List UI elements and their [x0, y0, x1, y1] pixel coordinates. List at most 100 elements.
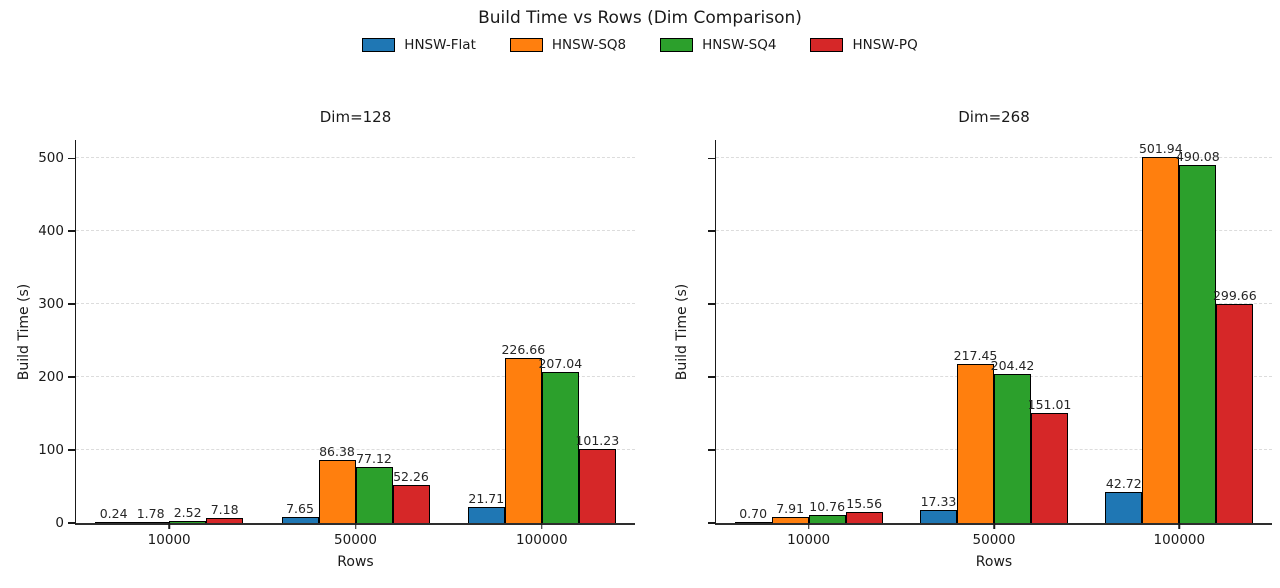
bar-value-label: 299.66: [1212, 288, 1257, 304]
bar: [1216, 304, 1254, 523]
bar-value-label: 7.91: [776, 501, 805, 517]
bar: [1031, 412, 1068, 523]
bar-value-label: 0.70: [739, 506, 768, 521]
ytick-mark: [68, 522, 76, 524]
figure-title: Build Time vs Rows (Dim Comparison): [478, 8, 802, 28]
bar-wrapper: 10.76: [808, 140, 846, 523]
bar-value-label: 10.76: [809, 499, 846, 515]
ytick-mark: [708, 522, 716, 524]
bar: [281, 517, 319, 523]
ytick-mark: [68, 157, 76, 159]
bar-value-label: 21.71: [468, 491, 505, 507]
legend-entry: HNSW-SQ8: [509, 37, 626, 53]
bar-wrapper: 299.66: [1213, 140, 1257, 523]
ytick-mark: [708, 449, 716, 451]
x-axis-label: Rows: [975, 554, 1013, 570]
ytick-label: 400: [38, 223, 64, 240]
bar-value-label: 52.26: [393, 468, 429, 484]
bar-group: 17.33 217.45 204.42 151.01: [920, 140, 1071, 523]
ytick-mark: [708, 230, 716, 232]
gridline: [716, 230, 1272, 232]
bar-value-label: 7.18: [210, 501, 239, 517]
xtick-mark: [541, 523, 543, 529]
legend-label: HNSW-PQ: [852, 37, 918, 53]
bar: [845, 511, 883, 523]
xtick-mark: [807, 523, 810, 529]
legend-swatch: [810, 38, 844, 52]
bar-group: 0.70 7.91 10.76 15.56: [734, 140, 883, 523]
ytick-label: 200: [38, 369, 64, 386]
bar-wrapper: 0.24: [95, 140, 133, 523]
xtick-mark: [993, 523, 995, 529]
bar-wrapper: 21.71: [467, 140, 505, 523]
bar-value-label: 1.78: [136, 505, 165, 521]
bar-wrapper: 52.26: [392, 140, 430, 523]
bar: [504, 357, 542, 523]
legend-label: HNSW-Flat: [404, 37, 476, 53]
legend-swatch: [660, 38, 694, 52]
bar: [392, 484, 430, 523]
y-axis-label: Build Time (s): [16, 283, 32, 380]
gridline: [716, 303, 1272, 305]
bar-value-label: 226.66: [501, 341, 546, 357]
bar-wrapper: 15.56: [845, 140, 883, 523]
x-axis-label: Rows: [337, 554, 374, 570]
legend-entry: HNSW-Flat: [362, 37, 476, 53]
bar: [920, 510, 957, 523]
bar-value-label: 7.65: [286, 501, 314, 517]
bar: [541, 371, 579, 523]
subplot-dim268: Dim=268 Build Time (s) 10000 0.70 7.91 10.76 1…: [674, 108, 1272, 570]
subplot-title: Dim=128: [319, 108, 392, 126]
bar-wrapper: 7.91: [771, 140, 809, 523]
bar: [1105, 491, 1143, 523]
gridline: [76, 449, 635, 451]
bar: [734, 522, 772, 523]
bar: [578, 449, 616, 523]
subplot-title: Dim=268: [958, 108, 1030, 126]
bar-value-label: 101.23: [575, 433, 620, 449]
bar-wrapper: 0.70: [734, 140, 772, 523]
bar: [206, 517, 244, 523]
ytick-label: 0: [55, 515, 64, 531]
bar-wrapper: 151.01: [1028, 140, 1071, 523]
legend-entry: HNSW-PQ: [810, 37, 918, 53]
bar-wrapper: 17.33: [920, 140, 957, 523]
bar-wrapper: 226.66: [501, 140, 545, 523]
bar-wrapper: 217.45: [954, 140, 997, 523]
bar-value-label: 490.08: [1175, 149, 1220, 165]
bar-wrapper: 7.18: [206, 140, 244, 523]
xtick-label: 100000: [1153, 532, 1206, 548]
bar-value-label: 17.33: [920, 494, 957, 510]
bar-group: 21.71 226.66 207.04 101.23: [467, 140, 619, 523]
bar-value-label: 151.01: [1027, 396, 1072, 412]
gridline: [76, 230, 635, 232]
xtick-mark: [354, 523, 357, 529]
gridline: [76, 303, 635, 305]
bar-wrapper: 42.72: [1105, 140, 1143, 523]
ytick-mark: [68, 449, 76, 451]
legend-entry: HNSW-SQ4: [660, 37, 776, 53]
xtick-label: 50000: [334, 532, 377, 548]
bar-value-label: 42.72: [1105, 475, 1142, 491]
bar: [808, 515, 846, 523]
ytick-mark: [68, 303, 76, 305]
bar-wrapper: 207.04: [538, 140, 582, 523]
gridline: [716, 157, 1272, 159]
bar-value-label: 207.04: [538, 355, 583, 371]
xtick-mark: [168, 523, 170, 529]
bar-value-label: 217.45: [953, 348, 998, 364]
bar: [1142, 156, 1180, 523]
bar: [957, 364, 994, 523]
bar: [1179, 165, 1217, 523]
bar-wrapper: 1.78: [132, 140, 170, 523]
bar-value-label: 501.94: [1138, 140, 1183, 156]
bar: [355, 466, 393, 523]
bar-wrapper: 101.23: [575, 140, 619, 523]
bar-wrapper: 2.52: [169, 140, 207, 523]
bar-wrapper: 77.12: [355, 140, 393, 523]
bar: [771, 517, 809, 523]
bar-value-label: 2.52: [173, 505, 202, 521]
legend-swatch: [509, 38, 543, 52]
legend-label: HNSW-SQ4: [702, 37, 777, 53]
ytick-label: 100: [38, 442, 64, 459]
